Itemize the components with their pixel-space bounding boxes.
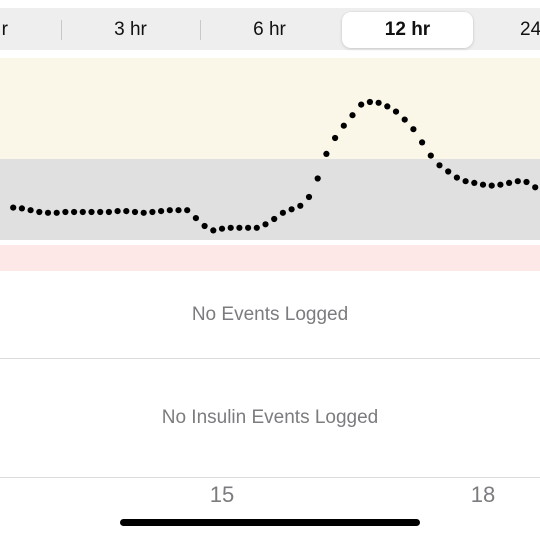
events-empty-message: No Events Logged bbox=[191, 304, 349, 325]
glucose-reading-point bbox=[279, 209, 286, 216]
range-option-12hr[interactable]: 12 hr bbox=[342, 12, 473, 48]
glucose-reading-point bbox=[445, 168, 452, 175]
glucose-reading-point bbox=[323, 150, 330, 157]
glucose-reading-point bbox=[271, 215, 278, 223]
glucose-reading-point bbox=[27, 207, 34, 214]
glucose-reading-point bbox=[192, 215, 199, 222]
glucose-reading-point bbox=[375, 99, 382, 106]
glucose-reading-point bbox=[245, 224, 252, 231]
glucose-reading-point bbox=[514, 178, 521, 185]
glucose-reading-point bbox=[44, 209, 52, 216]
glucose-reading-point bbox=[218, 225, 226, 232]
glucose-reading-point bbox=[10, 204, 17, 211]
glucose-reading-point bbox=[18, 205, 25, 212]
glucose-reading-point bbox=[227, 224, 234, 231]
glucose-reading-point bbox=[506, 179, 513, 186]
glucose-reading-point bbox=[453, 174, 460, 181]
glucose-reading-point bbox=[253, 224, 260, 231]
row-divider bbox=[0, 358, 540, 359]
glucose-reading-point bbox=[140, 209, 147, 216]
high-range-band bbox=[0, 58, 540, 159]
glucose-reading-point bbox=[166, 207, 173, 214]
glucose-reading-point bbox=[114, 208, 121, 215]
glucose-reading-point bbox=[149, 208, 156, 216]
glucose-reading-point bbox=[366, 98, 373, 106]
low-range-band bbox=[0, 245, 540, 271]
glucose-reading-point bbox=[358, 101, 365, 108]
glucose-reading-point bbox=[392, 108, 400, 115]
glucose-reading-point bbox=[288, 206, 295, 213]
glucose-reading-point bbox=[532, 184, 539, 191]
home-indicator[interactable] bbox=[120, 519, 420, 526]
glucose-reading-point bbox=[401, 116, 408, 123]
segment-separator bbox=[61, 20, 62, 40]
glucose-reading-point bbox=[105, 208, 112, 216]
glucose-reading-point bbox=[175, 207, 182, 214]
x-tick-label: 18 bbox=[470, 482, 496, 507]
glucose-reading-point bbox=[184, 207, 191, 214]
glucose-reading-point bbox=[410, 126, 417, 133]
glucose-reading-point bbox=[262, 221, 269, 228]
glucose-reading-point bbox=[97, 208, 104, 216]
glucose-reading-point bbox=[479, 181, 487, 188]
glucose-reading-point bbox=[419, 139, 426, 146]
glucose-reading-point bbox=[201, 222, 208, 230]
glucose-reading-point bbox=[488, 182, 495, 189]
x-tick-label: 15 bbox=[209, 482, 235, 507]
glucose-reading-point bbox=[297, 202, 304, 209]
glucose-reading-point bbox=[71, 208, 78, 216]
row-divider bbox=[0, 477, 540, 478]
glucose-reading-point bbox=[332, 134, 339, 142]
glucose-reading-point bbox=[427, 152, 434, 159]
glucose-reading-point bbox=[79, 208, 86, 216]
glucose-reading-point bbox=[471, 179, 478, 186]
glucose-reading-point bbox=[384, 103, 391, 110]
glucose-reading-point bbox=[62, 208, 69, 216]
glucose-reading-point bbox=[340, 122, 347, 129]
glucose-reading-point bbox=[210, 227, 217, 234]
range-option-6hr[interactable]: 6 hr bbox=[253, 19, 286, 40]
glucose-reading-point bbox=[158, 208, 165, 215]
glucose-reading-point bbox=[436, 162, 443, 169]
glucose-reading-point bbox=[131, 208, 139, 216]
insulin-empty-message: No Insulin Events Logged bbox=[161, 407, 379, 428]
glucose-reading-point bbox=[53, 209, 60, 216]
glucose-reading-point bbox=[236, 224, 243, 231]
glucose-reading-point bbox=[305, 193, 313, 201]
range-option-1hr[interactable]: r bbox=[1, 19, 8, 40]
glucose-reading-point bbox=[36, 208, 43, 216]
glucose-reading-point bbox=[349, 112, 356, 119]
glucose-reading-point bbox=[123, 208, 130, 215]
segment-separator bbox=[200, 20, 201, 40]
glucose-reading-point bbox=[462, 178, 469, 185]
range-option-24hr[interactable]: 24 bbox=[520, 19, 540, 40]
glucose-reading-point bbox=[88, 208, 95, 216]
glucose-reading-point bbox=[523, 178, 530, 186]
glucose-reading-point bbox=[497, 181, 504, 188]
glucose-readings-chart bbox=[10, 98, 539, 234]
glucose-reading-point bbox=[314, 175, 321, 182]
range-option-3hr[interactable]: 3 hr bbox=[114, 19, 147, 40]
